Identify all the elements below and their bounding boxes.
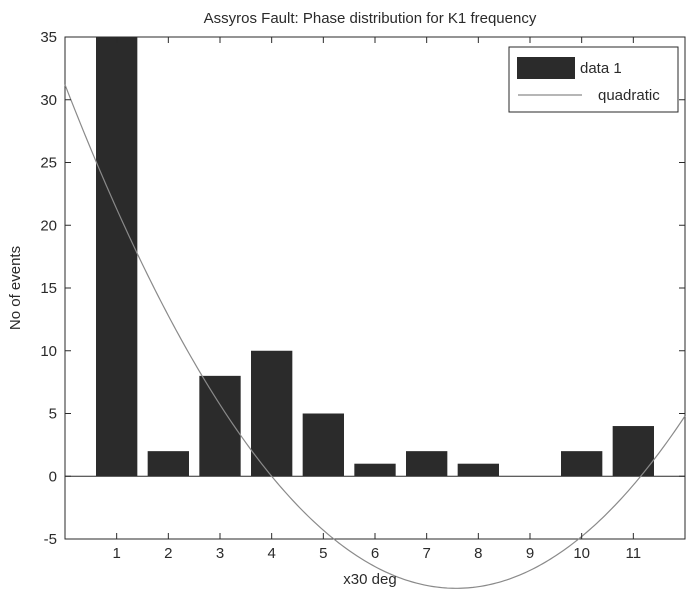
legend-label-data-1: data 1 — [580, 60, 622, 77]
y-tick-label: -5 — [44, 531, 57, 548]
y-tick-label: 15 — [40, 280, 57, 297]
x-tick-label: 11 — [626, 545, 642, 562]
x-tick-label: 10 — [573, 545, 590, 562]
y-tick-label: 35 — [40, 29, 57, 46]
y-tick-label: 30 — [40, 92, 57, 109]
x-tick-label: 8 — [474, 545, 482, 562]
bar-x11 — [612, 426, 654, 477]
y-tick-label: 20 — [40, 217, 57, 234]
bar-x6 — [354, 463, 396, 477]
x-tick-label: 7 — [422, 545, 430, 562]
bar-x5 — [302, 413, 344, 477]
x-axis-label: x30 deg — [343, 571, 396, 588]
x-tick-label: 5 — [319, 545, 327, 562]
x-tick-label: 6 — [371, 545, 379, 562]
y-tick-label: 0 — [49, 468, 57, 485]
bar-x2 — [147, 451, 189, 477]
x-tick-label: 3 — [216, 545, 224, 562]
legend-swatch-data-1 — [517, 57, 575, 79]
y-tick-label: 5 — [49, 406, 57, 423]
legend-label-quadratic: quadratic — [598, 87, 660, 104]
x-tick-label: 2 — [164, 545, 172, 562]
chart-title: Assyros Fault: Phase distribution for K1… — [204, 10, 537, 27]
plot-area — [64, 36, 686, 589]
y-tick-label: 25 — [40, 155, 57, 172]
x-tick-label: 4 — [267, 545, 275, 562]
bar-x8 — [457, 463, 499, 477]
y-axis-label: No of events — [7, 246, 24, 330]
y-tick-label: 10 — [40, 343, 57, 360]
x-tick-label: 1 — [112, 545, 120, 562]
bar-x10 — [561, 451, 603, 477]
x-tick-label: 9 — [526, 545, 534, 562]
legend: data 1 quadratic — [508, 46, 679, 113]
bar-x1 — [96, 37, 138, 477]
bar-x4 — [251, 350, 293, 477]
bar-x7 — [406, 451, 448, 477]
